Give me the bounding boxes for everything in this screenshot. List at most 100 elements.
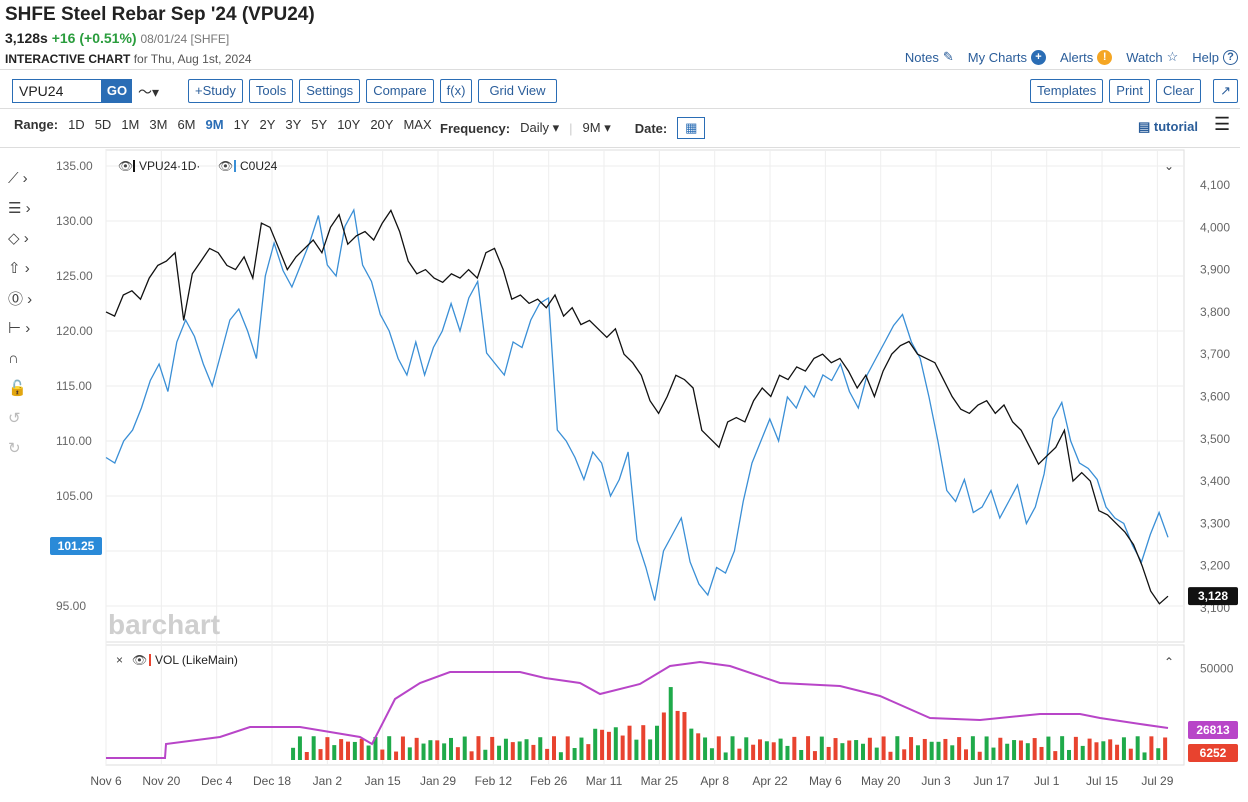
legend-vol-swatch [149, 654, 151, 666]
legend-main[interactable]: VPU24·1D· [139, 159, 200, 173]
calendar-icon[interactable]: ▦ [677, 117, 706, 139]
volume-bar [812, 751, 817, 760]
legend-main-swatch [133, 160, 135, 172]
volume-bar [861, 743, 865, 760]
grid-view-button[interactable]: Grid View [478, 79, 557, 103]
range-1m[interactable]: 1M [121, 117, 140, 132]
right-tick-label: 4,100 [1200, 178, 1230, 192]
templates-button[interactable]: Templates [1030, 79, 1104, 103]
range-6m[interactable]: 6M [177, 117, 196, 132]
volume-bar [1115, 744, 1120, 760]
volume-bar [593, 728, 598, 760]
collapse-icon[interactable]: ⌄ [1164, 159, 1174, 173]
volume-bar [606, 731, 611, 760]
volume-average-line [106, 660, 1169, 759]
legend-eye-icon[interactable]: 👁 [218, 159, 233, 173]
frequency-select[interactable]: Daily ▾ [520, 120, 560, 135]
shape-tool-icon[interactable]: ◇ › [8, 230, 29, 247]
x-tick-label: Nov 6 [90, 774, 122, 788]
expand-icon[interactable]: ↗ [1213, 79, 1238, 103]
range-3y[interactable]: 3Y [285, 117, 302, 132]
watch-link[interactable]: Watch ☆ [1126, 49, 1179, 65]
range-9m[interactable]: 9M [205, 117, 224, 132]
volume-bar [922, 738, 927, 760]
range-1y[interactable]: 1Y [233, 117, 250, 132]
period-select[interactable]: 9M ▾ [582, 120, 611, 135]
my-charts-link[interactable]: My Charts + [968, 49, 1046, 65]
volume-bar [1080, 745, 1085, 760]
last-main-tag-bg [1188, 587, 1238, 606]
chart-svg[interactable]: barchart 135.00 130.00 125.00 120.00 115.00 1… [0, 148, 1248, 802]
x-tick-label: Mar 11 [586, 774, 623, 788]
legend-vol[interactable]: VOL (LikeMain) [155, 653, 238, 667]
page-title: SHFE Steel Rebar Sep '24 (VPU24) [5, 4, 315, 25]
volume-bar [668, 687, 673, 760]
volume-bar [655, 725, 659, 760]
range-1d[interactable]: 1D [68, 117, 85, 132]
volume-bar [359, 738, 364, 760]
volume-bar [1101, 741, 1106, 760]
arrow-tool-icon[interactable]: ⇧ › [8, 260, 30, 277]
study-button[interactable]: +Study [188, 79, 243, 103]
expand-pane-icon[interactable]: ⌃ [1164, 655, 1174, 669]
volume-bar [895, 736, 900, 760]
tutorial-link[interactable]: ▤ tutorial [1138, 119, 1198, 134]
right-tick-label: 3,800 [1200, 305, 1230, 319]
volume-bar [792, 736, 797, 760]
volume-bar [517, 741, 522, 760]
range-5y[interactable]: 5Y [311, 117, 328, 132]
right-tick-label: 3,500 [1200, 432, 1230, 446]
fx-button[interactable]: f(x) [439, 79, 473, 103]
alerts-link[interactable]: Alerts! [1060, 49, 1113, 65]
menu-icon[interactable]: ☰ [1214, 114, 1231, 134]
range-20y[interactable]: 20Y [370, 117, 394, 132]
text-tool-icon[interactable]: ⓪ › [8, 290, 33, 308]
volume-bar [476, 736, 481, 760]
help-link[interactable]: Help? [1192, 49, 1238, 65]
volume-bar [998, 737, 1003, 760]
legend-compare[interactable]: C0U24 [240, 159, 278, 173]
redo-icon[interactable]: ↻ [8, 440, 21, 457]
range-3m[interactable]: 3M [149, 117, 168, 132]
undo-icon[interactable]: ↺ [8, 410, 21, 427]
line-tool-icon[interactable]: ⟋ › [8, 169, 28, 187]
volume-bar [352, 741, 357, 760]
volume-bar [785, 745, 790, 760]
fib-tool-icon[interactable]: ☰ › [8, 200, 31, 217]
volume-bar [339, 739, 344, 760]
measure-tool-icon[interactable]: ⊢ › [8, 320, 31, 337]
volume-bar [586, 744, 591, 760]
volume-bar [1108, 739, 1113, 760]
x-tick-label: May 6 [809, 774, 842, 788]
x-tick-label: Mar 25 [641, 774, 679, 788]
right-tick-label: 4,000 [1200, 220, 1230, 234]
range-max[interactable]: MAX [403, 117, 432, 132]
chart-type-dropdown[interactable]: 〜▾ [138, 84, 160, 100]
tools-button[interactable]: Tools [248, 79, 294, 103]
magnet-icon[interactable]: ∩ [8, 349, 19, 367]
legend-eye-icon[interactable]: 👁 [132, 653, 147, 667]
x-tick-label: Apr 8 [700, 774, 729, 788]
volume-bar [874, 747, 879, 760]
volume-bar [957, 737, 962, 760]
print-button[interactable]: Print [1109, 79, 1151, 103]
range-10y[interactable]: 10Y [337, 117, 361, 132]
go-button[interactable]: GO [102, 79, 132, 103]
help-icon: ? [1223, 49, 1238, 65]
volume-bar [297, 736, 302, 760]
volume-bar [682, 712, 687, 760]
range-2y[interactable]: 2Y [259, 117, 276, 132]
close-icon[interactable]: × [116, 653, 123, 667]
symbol-input[interactable]: VPU24 [12, 79, 102, 103]
volume-bar [483, 749, 488, 760]
notes-link[interactable]: Notes ✎ [904, 49, 954, 65]
lock-icon[interactable]: 🔓 [8, 380, 27, 397]
clear-button[interactable]: Clear [1156, 79, 1202, 103]
legend-eye-icon[interactable]: 👁 [118, 159, 133, 173]
volume-bar [854, 740, 859, 760]
range-5d[interactable]: 5D [94, 117, 112, 132]
volume-bar [346, 741, 350, 760]
volume-bar [819, 736, 824, 760]
settings-button[interactable]: Settings [299, 79, 361, 103]
compare-button[interactable]: Compare [366, 79, 434, 103]
